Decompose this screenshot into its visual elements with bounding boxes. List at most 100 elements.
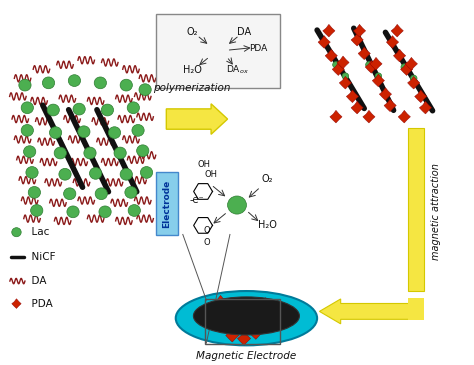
Circle shape xyxy=(47,104,59,116)
Polygon shape xyxy=(230,304,244,318)
Polygon shape xyxy=(245,300,258,314)
Circle shape xyxy=(128,205,140,216)
Circle shape xyxy=(101,104,114,116)
Circle shape xyxy=(250,319,257,326)
Polygon shape xyxy=(379,88,392,100)
Text: H₂O: H₂O xyxy=(183,65,201,75)
Circle shape xyxy=(109,127,120,139)
Text: DA: DA xyxy=(25,276,46,286)
Circle shape xyxy=(54,147,66,159)
Circle shape xyxy=(137,145,149,157)
Text: magnetic attraction: magnetic attraction xyxy=(431,164,441,260)
Circle shape xyxy=(228,196,246,214)
Text: O₂: O₂ xyxy=(186,27,198,37)
Polygon shape xyxy=(405,57,418,70)
Text: polymerization: polymerization xyxy=(154,83,231,93)
Polygon shape xyxy=(220,318,233,332)
Polygon shape xyxy=(384,99,396,112)
Polygon shape xyxy=(346,90,358,103)
Polygon shape xyxy=(233,314,246,327)
Polygon shape xyxy=(330,110,342,123)
FancyBboxPatch shape xyxy=(156,14,280,88)
Circle shape xyxy=(226,312,234,319)
Polygon shape xyxy=(354,24,365,37)
Text: Electrode: Electrode xyxy=(162,180,171,228)
FancyBboxPatch shape xyxy=(408,298,424,320)
Circle shape xyxy=(125,187,137,198)
Circle shape xyxy=(94,77,107,89)
Circle shape xyxy=(49,127,62,139)
Circle shape xyxy=(28,187,40,198)
Circle shape xyxy=(365,62,372,68)
Circle shape xyxy=(333,62,339,68)
Polygon shape xyxy=(393,49,406,62)
Circle shape xyxy=(21,102,34,114)
Text: Lac: Lac xyxy=(25,227,49,237)
FancyBboxPatch shape xyxy=(156,172,178,235)
Circle shape xyxy=(78,126,90,138)
FancyArrow shape xyxy=(166,104,228,134)
Polygon shape xyxy=(221,303,234,317)
Circle shape xyxy=(238,309,246,316)
Polygon shape xyxy=(12,299,21,308)
Circle shape xyxy=(210,43,227,59)
Polygon shape xyxy=(419,101,432,114)
Circle shape xyxy=(375,73,382,79)
Text: OH: OH xyxy=(198,160,210,169)
Text: O: O xyxy=(203,226,210,235)
Circle shape xyxy=(42,77,55,89)
Text: O₂: O₂ xyxy=(262,174,273,184)
Text: OH: OH xyxy=(205,170,218,179)
Polygon shape xyxy=(214,295,227,309)
Polygon shape xyxy=(237,331,251,345)
Circle shape xyxy=(26,166,38,178)
Circle shape xyxy=(24,146,36,158)
Circle shape xyxy=(68,75,81,87)
Polygon shape xyxy=(351,33,363,46)
Text: Magnetic Electrode: Magnetic Electrode xyxy=(196,351,297,361)
Polygon shape xyxy=(259,297,272,311)
Polygon shape xyxy=(351,101,363,114)
Circle shape xyxy=(19,79,31,91)
FancyArrow shape xyxy=(319,299,416,324)
Polygon shape xyxy=(325,49,337,62)
Circle shape xyxy=(120,168,132,180)
Polygon shape xyxy=(358,47,370,59)
Ellipse shape xyxy=(176,291,317,345)
Polygon shape xyxy=(408,76,420,89)
Circle shape xyxy=(90,168,102,179)
Polygon shape xyxy=(339,76,352,89)
Circle shape xyxy=(259,312,267,319)
Circle shape xyxy=(401,64,408,70)
Polygon shape xyxy=(254,307,267,320)
Circle shape xyxy=(59,168,71,180)
Polygon shape xyxy=(401,63,413,76)
Circle shape xyxy=(31,205,43,216)
Polygon shape xyxy=(226,328,239,342)
Polygon shape xyxy=(363,110,375,123)
Text: O: O xyxy=(203,238,210,247)
Polygon shape xyxy=(332,63,345,76)
Polygon shape xyxy=(337,56,349,69)
Circle shape xyxy=(410,75,417,81)
Circle shape xyxy=(139,84,151,96)
Polygon shape xyxy=(372,74,384,87)
Circle shape xyxy=(64,188,76,200)
Circle shape xyxy=(67,206,79,218)
Polygon shape xyxy=(415,90,427,103)
Circle shape xyxy=(114,147,126,159)
Polygon shape xyxy=(242,321,255,335)
Polygon shape xyxy=(386,36,399,48)
Circle shape xyxy=(140,166,153,178)
Text: PDA: PDA xyxy=(249,45,267,53)
Polygon shape xyxy=(391,24,403,37)
Polygon shape xyxy=(365,61,377,73)
Polygon shape xyxy=(370,57,382,70)
Text: H₂O: H₂O xyxy=(258,220,277,230)
Text: NiCF: NiCF xyxy=(25,252,55,262)
Circle shape xyxy=(127,102,139,114)
Circle shape xyxy=(84,147,96,159)
Text: DA$_{ox}$: DA$_{ox}$ xyxy=(226,64,248,76)
Polygon shape xyxy=(318,36,330,48)
Polygon shape xyxy=(398,110,410,123)
